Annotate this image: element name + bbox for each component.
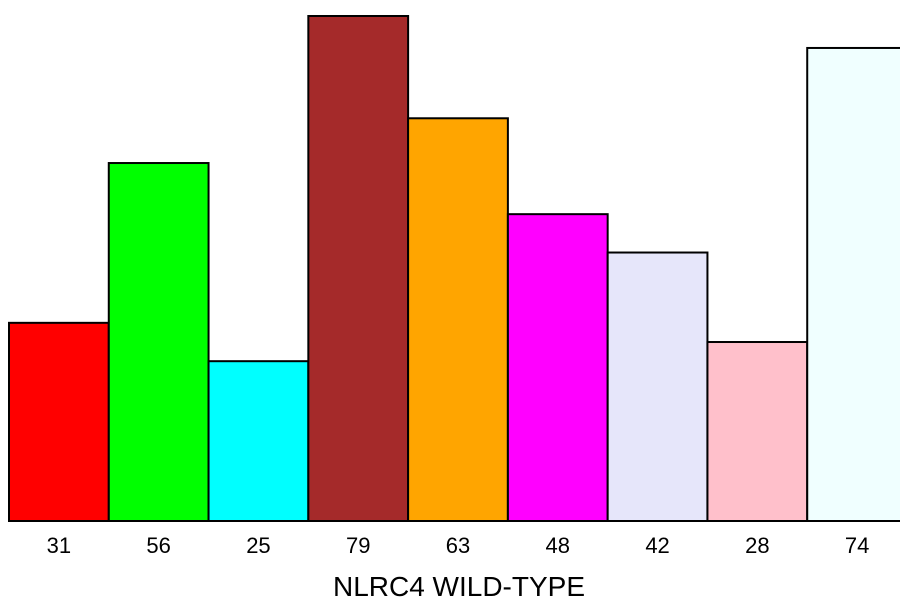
bar-63 (407, 117, 509, 523)
category-label: 48 (546, 533, 570, 558)
bar-28 (706, 341, 809, 522)
bars-group (8, 15, 900, 523)
x-axis-title: NLRC4 WILD-TYPE (333, 571, 585, 602)
bar-31 (8, 321, 110, 522)
category-label: 25 (246, 533, 270, 558)
bar-56 (107, 162, 210, 522)
category-label: 63 (446, 533, 470, 558)
bar-79 (307, 15, 410, 522)
bar-25 (207, 360, 310, 522)
bar-74 (806, 46, 900, 522)
category-label: 31 (47, 533, 71, 558)
bar-48 (506, 213, 609, 522)
category-labels: 31 56 25 79 63 48 42 28 74 (47, 533, 870, 558)
category-label: 28 (745, 533, 769, 558)
bar-42 (606, 251, 709, 522)
category-label: 74 (845, 533, 869, 558)
category-label: 42 (645, 533, 669, 558)
category-label: 56 (146, 533, 170, 558)
category-label: 79 (346, 533, 370, 558)
